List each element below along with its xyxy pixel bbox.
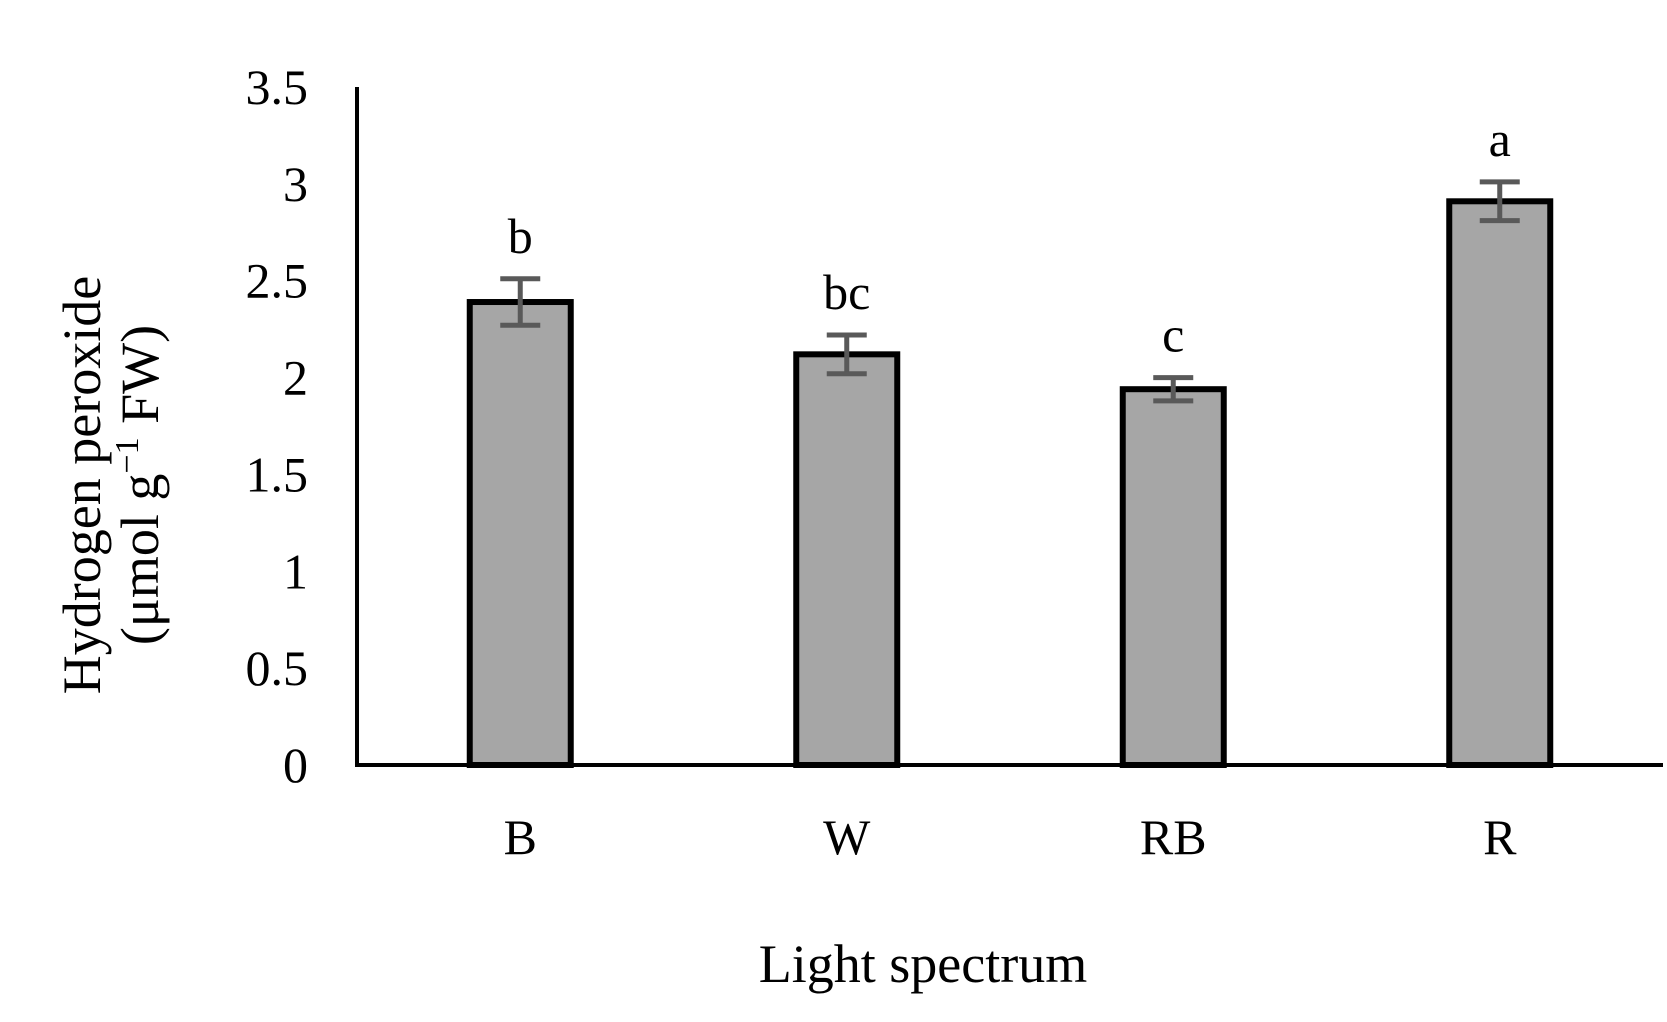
bar-w [793, 351, 901, 768]
y-axis-ticks: 0 0.5 1 1.5 2 2.5 3 3.5 [246, 59, 309, 793]
y-axis-title: Hydrogen peroxide (μmol g−1 FW) [52, 276, 170, 694]
y-tick-label: 1.5 [246, 446, 309, 502]
y-tick-label: 2 [283, 350, 308, 406]
error-bars [500, 179, 1520, 404]
x-tick-label-r: R [1483, 809, 1517, 865]
y-tick-label: 3 [283, 156, 308, 212]
y-tick-label: 0.5 [246, 640, 309, 696]
bar-rb [1119, 386, 1227, 768]
x-tick-label-rb: RB [1140, 809, 1207, 865]
y-tick-label: 3.5 [246, 59, 309, 115]
bars [466, 198, 1554, 768]
significance-letters: b bc c a [508, 111, 1511, 363]
y-tick-label: 2.5 [246, 253, 309, 309]
y-tick-label: 1 [283, 543, 308, 599]
x-axis-title: Light spectrum [759, 934, 1087, 994]
y-axis-title-prefix: (μmol g [110, 474, 170, 645]
y-axis-title-superscript: −1 [109, 437, 146, 473]
error-bar-b [500, 276, 541, 328]
x-axis-category-labels: B W RB R [504, 809, 1518, 865]
y-axis-title-line1: Hydrogen peroxide [52, 276, 112, 694]
significance-letter-w: bc [823, 264, 870, 320]
error-bar-rb [1153, 375, 1194, 404]
error-bar-w [826, 332, 867, 377]
y-axis-title-suffix: FW) [110, 325, 170, 437]
bar-b [466, 299, 574, 768]
significance-letter-r: a [1489, 111, 1511, 167]
y-tick-label: 0 [283, 737, 308, 793]
x-tick-label-w: W [823, 809, 871, 865]
error-bar-r [1479, 179, 1520, 224]
x-tick-label-b: B [504, 809, 537, 865]
bar-r [1446, 198, 1554, 768]
significance-letter-b: b [508, 208, 533, 264]
y-axis-title-line2: (μmol g−1 FW) [109, 325, 170, 645]
significance-letter-rb: c [1162, 307, 1184, 363]
